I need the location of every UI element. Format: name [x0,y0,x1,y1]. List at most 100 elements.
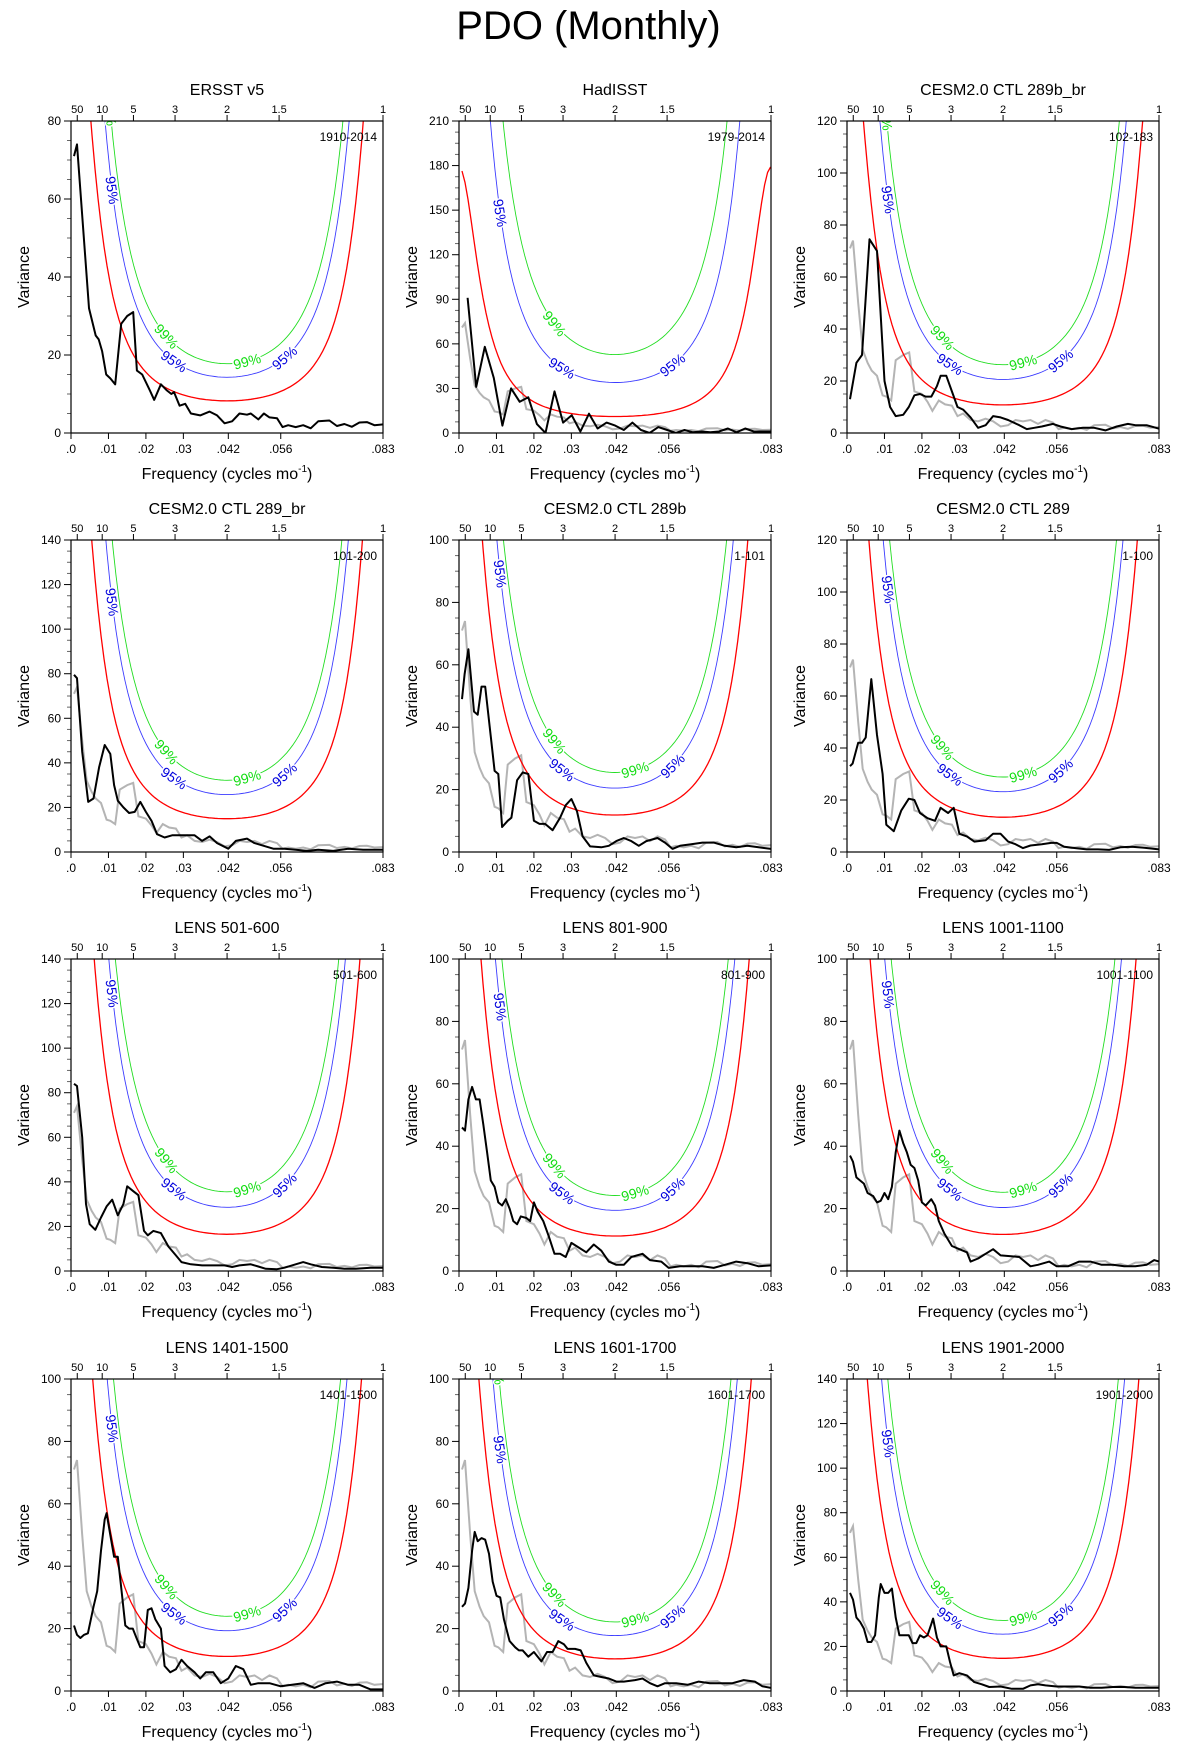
x-axis-label-close: ) [1083,1724,1088,1741]
y-tick-label: 0 [54,1264,61,1278]
x-tick-label: .083 [371,1280,395,1294]
x-tick-label: .056 [657,1700,681,1714]
plot-area: 99%99%99%99%95%95% 95% [849,768,1159,1269]
x-tick-label: .056 [1045,442,1069,456]
y-tick-label: 100 [429,952,449,966]
x-axis-label-main: Frequency (cycles mo [530,1304,687,1321]
y-tick-label: 120 [817,114,837,128]
top-tick-label: 50 [459,1362,471,1374]
spectrum-line [461,1530,771,1689]
top-tick-label: 1 [1156,1362,1162,1374]
x-tick-label: .01 [876,1700,893,1714]
red-noise-curve [868,540,1138,818]
x-tick-label: .0 [842,442,852,456]
x-tick-label: .083 [371,442,395,456]
y-tick-label: 60 [824,1077,838,1091]
x-tick-label: .083 [759,442,783,456]
y-axis-label: Variance [404,1084,421,1146]
conf95-curve [105,540,349,796]
period-label: 1601-1700 [708,1388,766,1402]
top-tick-label: 3 [948,104,954,116]
top-tick-label: 1 [380,523,386,535]
x-tick-label: .0 [842,1700,852,1714]
y-tick-label: 90 [436,292,450,306]
period-label: 102-183 [1109,130,1153,144]
y-tick-label: 60 [48,1497,62,1511]
x-tick-label: .01 [488,861,505,875]
conf95-label: 95% [879,980,898,1010]
x-tick-label: .01 [488,442,505,456]
top-tick-label: 5 [518,942,524,954]
top-tick-label: 2 [1000,942,1006,954]
y-tick-label: 40 [48,1175,62,1189]
x-tick-label: .056 [269,1280,293,1294]
x-tick-label: .056 [1045,861,1069,875]
x-tick-label: .042 [605,861,629,875]
x-tick-label: .042 [993,1700,1017,1714]
x-axis-label-sup: -1 [1074,1302,1083,1313]
y-tick-label: 40 [824,322,838,336]
spectrum-line [73,1512,383,1691]
y-tick-label: 120 [817,1417,837,1431]
y-tick-label: 60 [48,192,62,206]
x-tick-label: .056 [1045,1280,1069,1294]
x-tick-label: .03 [175,1700,192,1714]
x-axis-label-main: Frequency (cycles mo [142,466,299,483]
top-tick-label: 1 [380,942,386,954]
x-tick-label: .03 [175,1280,192,1294]
conf95-curve [882,540,1124,793]
x-axis-label-main: Frequency (cycles mo [918,466,1075,483]
reference-spectrum-line [849,659,1159,850]
top-tick-label: 50 [847,1362,859,1374]
top-tick-label: 2 [224,523,230,535]
x-axis-label: Frequency (cycles mo-1) [530,1302,701,1321]
x-axis-label: Frequency (cycles mo-1) [918,1722,1089,1741]
top-tick-label: 10 [484,942,496,954]
plot-frame [458,120,772,434]
spectrum-line [461,648,771,850]
x-tick-label: .01 [876,442,893,456]
top-tick-label: 5 [906,104,912,116]
y-tick-label: 0 [442,1264,449,1278]
plot-frame [70,958,384,1272]
conf95-curve [492,1379,738,1637]
y-tick-label: 20 [436,783,450,797]
x-axis-label-sup: -1 [1074,883,1083,894]
y-tick-label: 60 [436,658,450,672]
x-axis-label-sup: -1 [1074,1722,1083,1733]
conf99-label: 99% [343,393,360,422]
x-tick-label: .0 [66,1280,76,1294]
conf95-label: 95% [878,1429,898,1459]
top-tick-label: 10 [96,104,108,116]
y-tick-label: 60 [824,689,838,703]
red-noise-curve [478,1379,752,1660]
conf99-label: 99% [1119,373,1136,402]
conf99-label: 99% [101,97,120,127]
red-noise-curve [480,959,750,1237]
top-tick-label: 2 [612,523,618,535]
plot-area: 99%99%99%99%95%95% 95% [849,1379,1159,1690]
y-tick-label: 40 [824,1595,838,1609]
x-axis-label-main: Frequency (cycles mo [142,1724,299,1741]
x-tick-label: .03 [563,1700,580,1714]
y-tick-label: 60 [436,1077,450,1091]
plot-frame [846,539,1160,853]
chart-title: LENS 1601-1700 [554,1340,677,1357]
conf99-label: 99% [877,102,896,132]
conf99-label: 99% [1119,768,1136,797]
top-tick-label: 50 [71,104,83,116]
x-axis-label-main: Frequency (cycles mo [530,466,687,483]
x-tick-label: .01 [100,442,117,456]
y-axis-label: Variance [16,665,33,727]
plot-frame [458,539,772,853]
y-tick-label: 0 [442,1684,449,1698]
x-tick-label: .042 [993,861,1017,875]
x-axis-label-main: Frequency (cycles mo [918,1304,1075,1321]
top-tick-label: 5 [130,942,136,954]
conf99-curve [503,540,728,773]
page-title: PDO (Monthly) [456,4,721,48]
chart-title: CESM2.0 CTL 289b_br [920,82,1086,99]
x-tick-label: .01 [876,1280,893,1294]
